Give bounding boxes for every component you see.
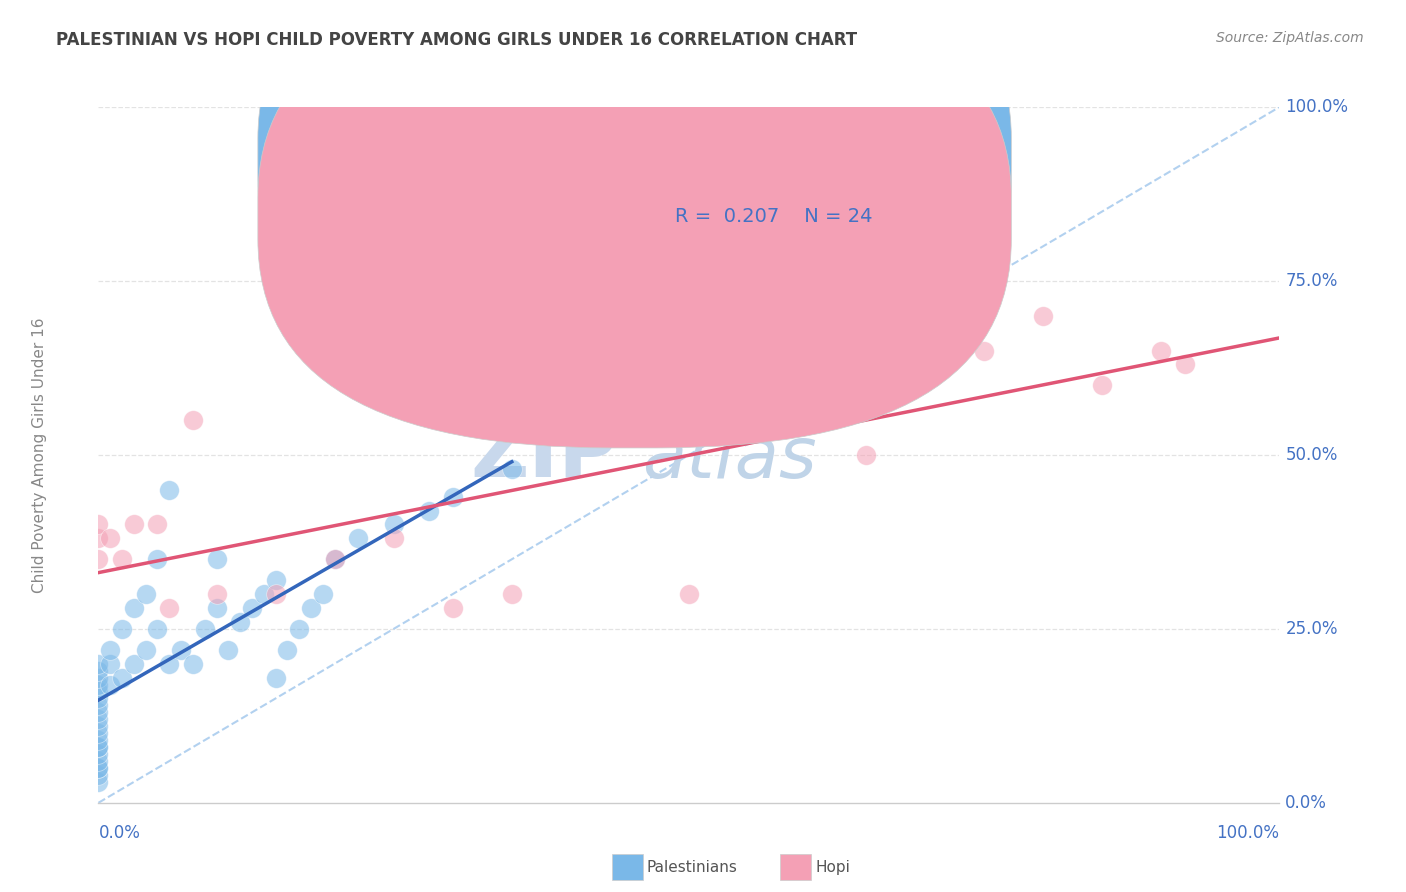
Point (205, 587, 228, 601)
Text: Source: ZipAtlas.com: Source: ZipAtlas.com (1216, 31, 1364, 45)
Point (973, 343, 995, 358)
Point (146, 517, 169, 532)
Point (87, 664, 110, 678)
FancyBboxPatch shape (257, 0, 1011, 448)
Point (181, 413, 204, 427)
Point (98, 657, 121, 671)
Point (157, 483, 180, 497)
Point (264, 573, 287, 587)
Point (87, 657, 110, 671)
Point (382, 532, 405, 546)
Text: R =  0.207    N = 24: R = 0.207 N = 24 (675, 208, 872, 227)
Text: 75.0%: 75.0% (1285, 272, 1337, 290)
Point (87, 706, 110, 720)
Point (87, 677, 110, 691)
Point (87, 740, 110, 755)
Point (323, 552, 346, 566)
Point (1091, 378, 1114, 392)
FancyBboxPatch shape (257, 0, 1011, 389)
Point (122, 517, 145, 532)
Point (253, 587, 276, 601)
Point (264, 587, 287, 601)
Point (1032, 309, 1054, 323)
Point (111, 622, 134, 636)
Point (1150, 343, 1173, 358)
Point (87, 532, 110, 546)
Point (87, 691, 110, 706)
Point (87, 719, 110, 733)
Point (418, 503, 440, 517)
Point (87, 712, 110, 726)
Point (323, 552, 346, 566)
Point (157, 601, 180, 615)
Point (288, 622, 311, 636)
Point (194, 622, 217, 636)
Point (855, 448, 877, 462)
Text: 0.0%: 0.0% (1285, 794, 1327, 812)
Point (312, 587, 335, 601)
Point (678, 587, 700, 601)
Point (347, 532, 370, 546)
Point (382, 517, 405, 532)
Point (98, 642, 121, 657)
Point (98, 677, 121, 691)
Text: Palestinians: Palestinians (647, 860, 738, 874)
Point (501, 587, 523, 601)
Point (170, 642, 193, 657)
Point (135, 642, 157, 657)
Point (264, 671, 287, 685)
FancyBboxPatch shape (582, 121, 1002, 250)
Point (98, 532, 121, 546)
Point (205, 552, 228, 566)
Text: 0.0%: 0.0% (98, 823, 141, 842)
Point (217, 642, 239, 657)
Point (87, 726, 110, 740)
Point (87, 775, 110, 789)
Point (276, 642, 298, 657)
Point (122, 657, 145, 671)
Point (87, 754, 110, 768)
Point (111, 671, 134, 685)
Point (87, 733, 110, 747)
Point (796, 378, 818, 392)
Text: ZIP: ZIP (471, 416, 619, 494)
Point (87, 552, 110, 566)
Point (441, 490, 464, 504)
Point (135, 587, 157, 601)
Point (501, 462, 523, 476)
Text: 100.0%: 100.0% (1285, 98, 1348, 116)
Text: 100.0%: 100.0% (1216, 823, 1279, 842)
Point (205, 601, 228, 615)
Text: 50.0%: 50.0% (1285, 446, 1337, 464)
Text: R =  0.136    N = 54: R = 0.136 N = 54 (675, 148, 873, 168)
Point (87, 517, 110, 532)
Point (229, 615, 252, 629)
Point (87, 761, 110, 775)
Point (122, 601, 145, 615)
Point (87, 747, 110, 761)
Point (240, 601, 263, 615)
Text: Hopi: Hopi (815, 860, 851, 874)
Point (87, 671, 110, 685)
Point (87, 698, 110, 713)
Point (87, 740, 110, 755)
Point (914, 309, 936, 323)
Point (111, 552, 134, 566)
Point (146, 552, 169, 566)
Point (146, 622, 169, 636)
Point (299, 601, 322, 615)
Text: Child Poverty Among Girls Under 16: Child Poverty Among Girls Under 16 (32, 318, 46, 592)
Point (87, 684, 110, 698)
Point (441, 601, 464, 615)
Point (87, 768, 110, 782)
Text: 25.0%: 25.0% (1285, 620, 1339, 638)
Text: atlas: atlas (641, 424, 817, 493)
Point (181, 657, 204, 671)
Point (157, 657, 180, 671)
Point (87, 761, 110, 775)
Text: PALESTINIAN VS HOPI CHILD POVERTY AMONG GIRLS UNDER 16 CORRELATION CHART: PALESTINIAN VS HOPI CHILD POVERTY AMONG … (56, 31, 858, 49)
Point (1174, 358, 1197, 372)
